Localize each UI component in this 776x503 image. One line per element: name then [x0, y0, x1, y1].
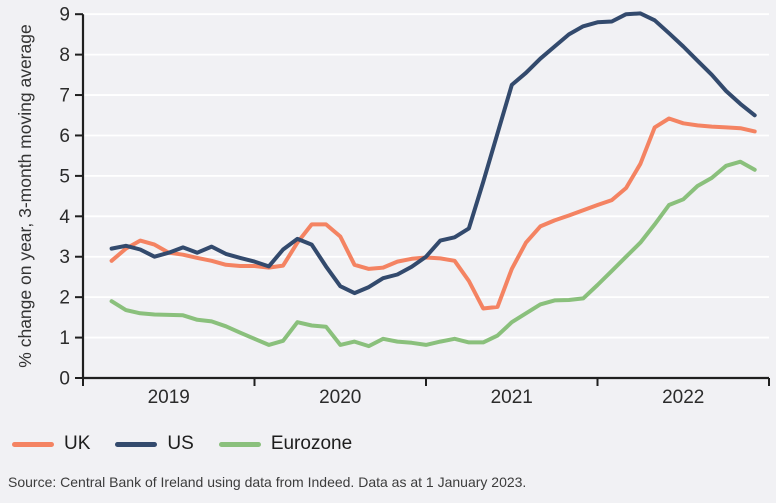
eurozone-line-swatch-icon [218, 441, 261, 447]
series-line-us [109, 11, 757, 296]
legend-item-eurozone: Eurozone [218, 433, 353, 455]
us-line-swatch-icon [115, 441, 158, 447]
y-tick-label: 0 [59, 369, 70, 390]
x-tick-label: 2019 [148, 387, 190, 408]
y-tick-label: 1 [59, 328, 70, 349]
x-tick-label: 2021 [491, 387, 533, 408]
y-tick-label: 2 [59, 288, 70, 309]
series-line-uk [109, 116, 757, 311]
y-tick-label: 6 [59, 126, 70, 147]
x-tick-label: 2020 [319, 387, 361, 408]
legend-label-us: US [167, 433, 194, 454]
x-tick-label: 2022 [662, 387, 704, 408]
y-axis-title: % change on year, 3-month moving average [15, 24, 35, 367]
y-tick-label: 3 [59, 247, 70, 268]
legend-label-uk: UK [64, 433, 91, 454]
source-note: Source: Central Bank of Ireland using da… [8, 474, 527, 490]
y-tick-label: 9 [59, 5, 70, 26]
series-line-eurozone [109, 159, 757, 349]
line-chart: 0 1 2 3 4 5 6 7 8 9 2019 2020 2021 2022 % change on ye… [15, 5, 770, 408]
legend-item-us: US [115, 433, 194, 455]
uk-line-swatch-icon [12, 441, 54, 447]
chart-legend: UK US Eurozone [12, 433, 352, 455]
y-tick-label: 5 [59, 166, 70, 187]
y-tick-label: 8 [59, 45, 70, 66]
y-tick-label: 7 [59, 86, 70, 107]
legend-label-eurozone: Eurozone [270, 433, 353, 454]
wage-growth-tracker-chart: 0 1 2 3 4 5 6 7 8 9 2019 2020 2021 2022 % change on ye… [8, 5, 770, 490]
axis-line [81, 14, 769, 380]
y-tick-label: 4 [59, 207, 70, 228]
legend-item-uk: UK [12, 433, 90, 455]
